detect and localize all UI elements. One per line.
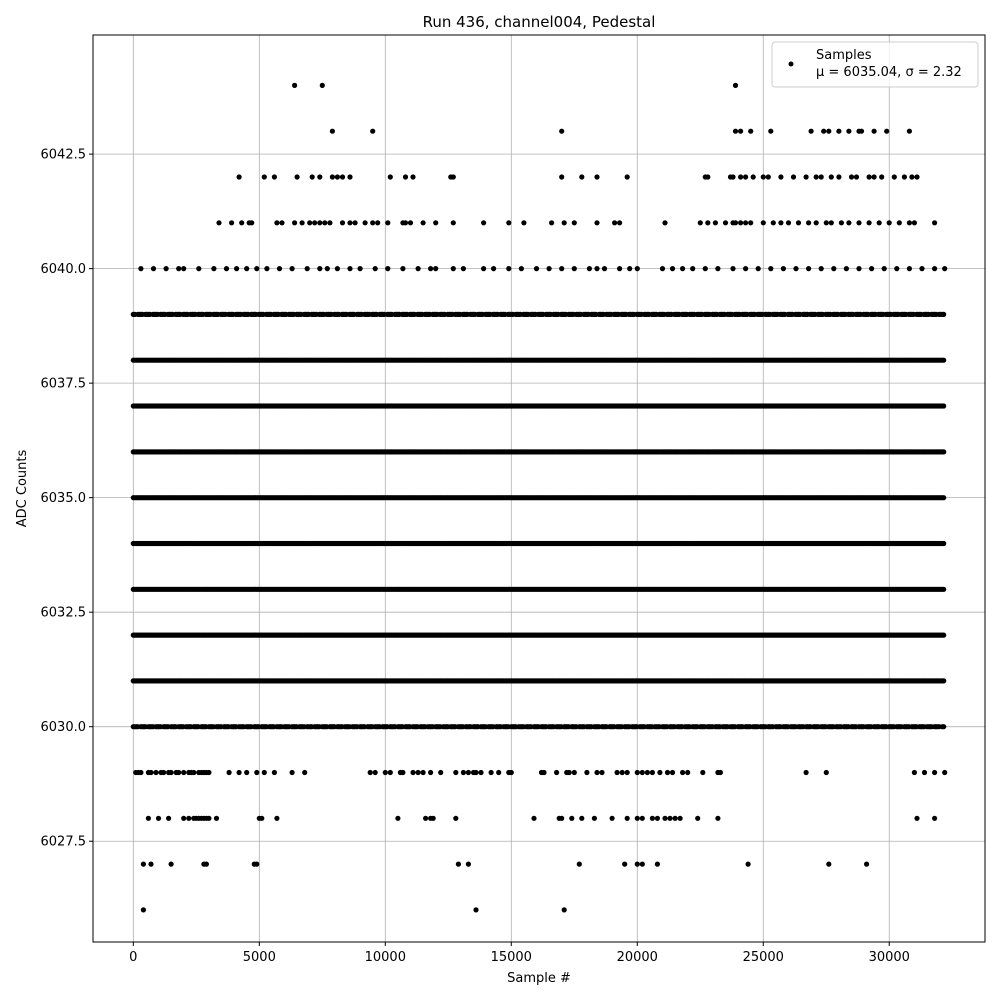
data-point [941, 541, 946, 546]
data-point [941, 587, 946, 592]
data-point [941, 678, 946, 683]
data-point [941, 449, 946, 454]
data-point [941, 724, 946, 729]
data-point [941, 403, 946, 408]
data-point [941, 633, 946, 638]
data-point [941, 495, 946, 500]
data-point [941, 358, 946, 363]
